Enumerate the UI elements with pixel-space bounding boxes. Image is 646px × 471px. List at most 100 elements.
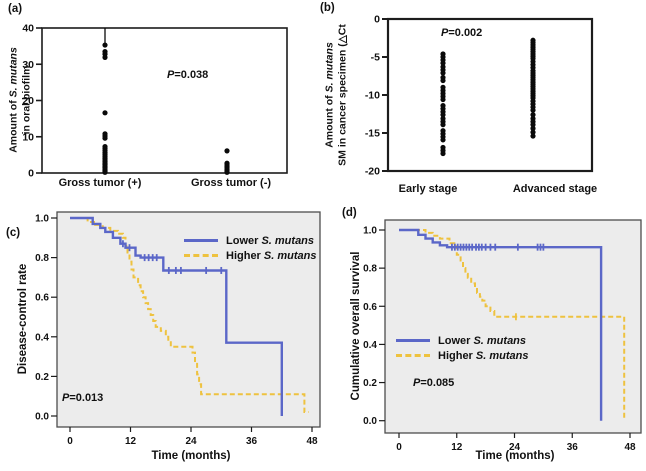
legend-label-lower: Lower S. mutans [438,335,526,347]
data-point [440,96,446,103]
panel-a-plot-area [41,27,288,174]
y-tick-label: 0 [28,168,34,180]
data-point [102,54,108,60]
x-tick-label: 0 [67,436,73,447]
y-tick-label: 0.6 [363,302,377,313]
p-symbol: P [441,27,449,39]
category-early-stage: Early stage [398,183,458,195]
p-symbol: P [413,377,421,389]
panel-c-plot-area [56,211,321,428]
higher-line-sample [396,354,430,357]
y-tick-label: 0.4 [363,340,377,351]
legend-item-higher: Higher S. mutans [396,348,528,363]
data-point [440,150,446,157]
higher-line-sample [184,254,218,257]
p-number: =0.002 [448,27,483,39]
x-tick-label: 48 [306,436,318,447]
panel-c-y-axis-title: Disease-control rate [17,263,30,375]
data-point [440,77,446,84]
x-tick-label: 0 [396,442,402,453]
y-tick-label: 0.0 [363,416,377,427]
y-title-species: S. mutans [323,42,336,93]
y-tick-label: -20 [365,166,380,178]
data-point [530,107,536,113]
p-symbol: P [62,392,70,404]
category-advanced-stage: Advanced stage [512,183,598,195]
x-tick-label: 36 [246,436,258,447]
y-tick-label: 1.0 [363,226,377,237]
data-point [102,135,108,141]
data-point [102,110,108,116]
legend-label-lower: Lower S. mutans [226,235,314,247]
legend-item-higher: Higher S. mutans [184,248,316,263]
y-tick-label: 0.2 [363,378,377,389]
data-point [224,148,230,154]
panel-d-legend: Lower S. mutans Higher S. mutans [396,333,528,363]
panel-b-y-axis-title: Amount of S. mutans SM in cancer specime… [323,24,348,166]
category-gross-tumor-positive: Gross tumor (+) [58,177,142,189]
y-tick-label: 0.8 [363,264,377,275]
panel-a-y-axis-title: Amount of S. mutans in oral biofilm [7,47,32,153]
legend-species: S. mutans [473,334,527,347]
category-gross-tumor-negative: Gross tumor (-) [190,177,272,189]
lower-line-sample [184,239,218,242]
legend-species: S. mutans [475,349,529,362]
panel-a-plot: 40 30 20 10 0 [22,23,288,180]
y-title-species: S. mutans [7,47,20,98]
panel-b-p-value: P=0.002 [441,27,482,39]
y-tick-label: 10 [22,131,34,143]
y-tick-label: 20 [22,95,34,107]
legend-prefix: Higher [226,249,264,262]
legend-species: S. mutans [263,249,317,262]
x-tick-label: 36 [567,442,579,453]
panel-b-label: (b) [320,2,335,14]
data-point [440,70,446,76]
y-tick-label: 0.2 [35,372,49,383]
x-tick-label: 12 [451,442,463,453]
y-tick-label: 0.8 [35,253,49,264]
data-point [224,169,230,175]
legend-item-lower: Lower S. mutans [184,233,316,248]
lower-line-sample [396,339,430,342]
data-point [440,112,446,118]
x-tick-label: 24 [185,436,197,447]
y-tick-label: 0.6 [35,293,49,304]
y-tick-label: 0.4 [35,332,49,343]
y-tick-label: 40 [22,23,34,35]
y-title-text: Amount of [7,97,20,153]
y-tick-label: 0 [374,14,380,26]
y-tick-label: -5 [371,52,380,64]
data-point [440,60,446,66]
survival-curve-higher [399,229,626,421]
data-point [530,122,536,128]
y-tick-label: 30 [22,59,34,71]
panel-d-label: (d) [342,207,357,219]
x-tick-label: 24 [509,442,521,453]
data-point [102,169,108,175]
panel-d-x-axis-title: Time (months) [475,450,555,462]
panel-d-plot: 1.0 0.8 0.6 0.4 0.2 0.0 0 12 24 36 48 [363,219,642,453]
y-title-text: Amount of [323,92,336,148]
legend-item-lower: Lower S. mutans [396,333,528,348]
legend-prefix: Lower [438,334,474,347]
p-number: =0.038 [174,69,209,81]
survival-curve-lower [399,228,603,421]
panel-c-label: (c) [6,227,21,239]
data-point [102,42,108,48]
data-point [530,125,536,132]
legend-prefix: Lower [226,234,262,247]
panel-c-legend: Lower S. mutans Higher S. mutans [184,233,316,263]
data-point [530,112,536,118]
legend-label-higher: Higher S. mutans [438,350,528,362]
panel-c-p-value: P=0.013 [62,392,103,404]
data-point [530,133,536,139]
data-point [440,137,446,143]
y-tick-label: 1.0 [35,214,49,225]
panel-d-p-value: P=0.085 [413,377,454,389]
panel-a-p-value: P=0.038 [167,69,208,81]
y-title-line2: in oral biofilm [20,65,32,135]
survival-curve-lower [70,216,283,416]
panel-a-label: (a) [8,3,23,15]
